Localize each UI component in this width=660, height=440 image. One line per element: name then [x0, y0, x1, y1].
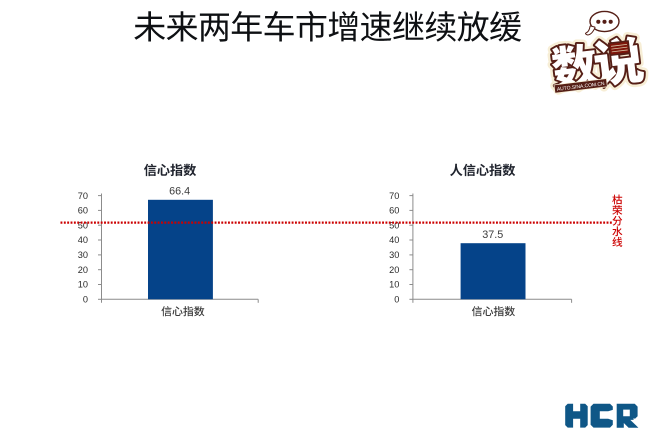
svg-text:10: 10	[78, 280, 88, 290]
svg-text:0: 0	[394, 295, 399, 305]
svg-text:60: 60	[78, 206, 88, 216]
svg-text:66.4: 66.4	[169, 186, 190, 198]
svg-text:50: 50	[78, 220, 88, 230]
svg-text:0: 0	[83, 295, 88, 305]
svg-text:10: 10	[389, 280, 399, 290]
svg-text:50: 50	[389, 220, 399, 230]
svg-text:20: 20	[389, 265, 399, 275]
svg-text:AUTO.SINA.COM.CN: AUTO.SINA.COM.CN	[557, 81, 606, 93]
svg-text:20: 20	[78, 265, 88, 275]
svg-text:70: 70	[78, 191, 88, 201]
svg-text:70: 70	[389, 191, 399, 201]
svg-text:30: 30	[389, 250, 399, 260]
svg-text:37.5: 37.5	[482, 229, 503, 241]
svg-text:30: 30	[78, 250, 88, 260]
svg-text:40: 40	[389, 235, 399, 245]
svg-text:60: 60	[389, 206, 399, 216]
svg-text:40: 40	[78, 235, 88, 245]
